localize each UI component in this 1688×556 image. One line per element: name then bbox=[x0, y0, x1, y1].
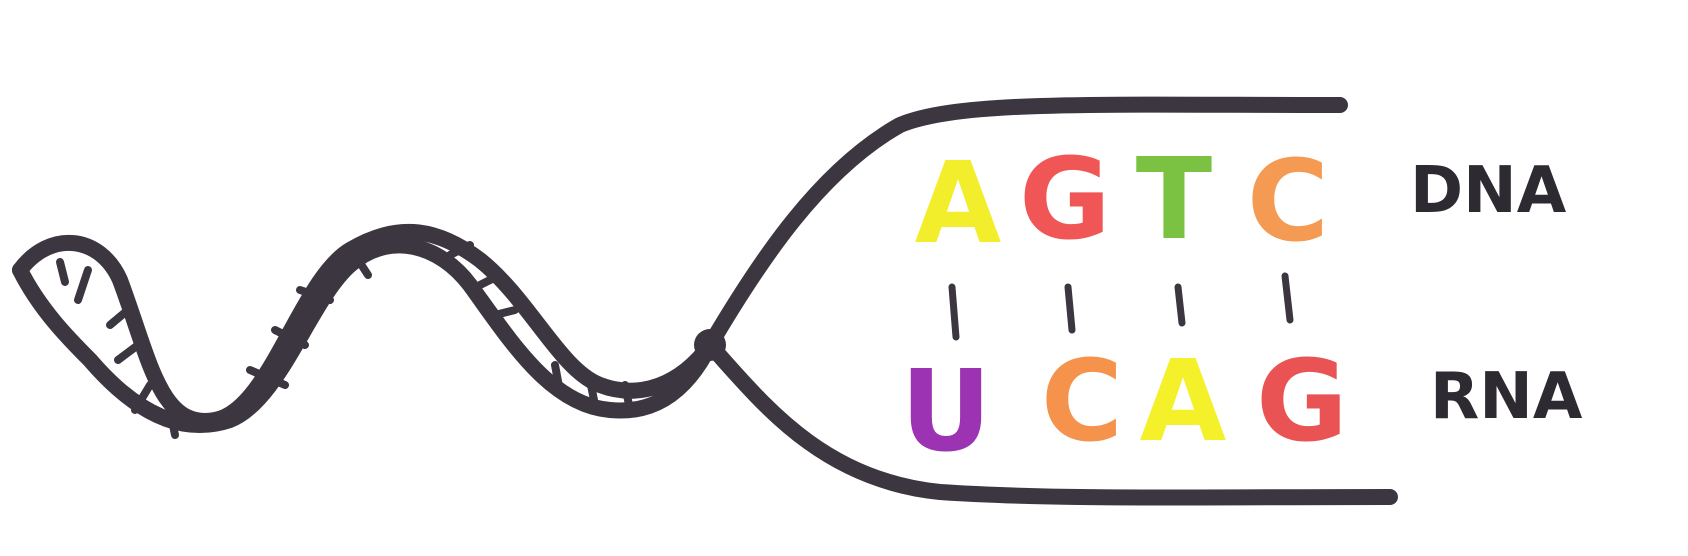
base-pair-line bbox=[948, 283, 960, 341]
dna-base: G bbox=[1019, 135, 1111, 265]
helix-rung bbox=[131, 381, 154, 414]
helix-rung bbox=[621, 381, 634, 414]
dna-base: A bbox=[915, 139, 1002, 269]
helix-rung bbox=[114, 341, 142, 364]
rna-base: C bbox=[1041, 337, 1123, 467]
rna-lower-strand bbox=[702, 337, 1398, 506]
rna-label: RNA bbox=[1430, 360, 1583, 434]
dna-bases: A G T C bbox=[915, 135, 1329, 269]
helix-rung bbox=[351, 251, 372, 279]
helix-rung bbox=[296, 286, 334, 304]
helix-rung bbox=[246, 366, 289, 389]
rna-base: G bbox=[1256, 337, 1348, 467]
helix-rung bbox=[74, 266, 92, 304]
helix-rung bbox=[106, 306, 132, 329]
helix-rung bbox=[271, 326, 309, 349]
base-pair-line bbox=[1281, 272, 1294, 324]
helix-rung bbox=[586, 376, 599, 409]
helix-rung bbox=[491, 306, 519, 319]
dna-upper-strand bbox=[702, 96, 1348, 353]
helix-rung bbox=[166, 406, 179, 439]
double-helix bbox=[12, 223, 726, 439]
rna-base: A bbox=[1140, 337, 1227, 467]
helix-rung bbox=[476, 271, 504, 289]
dna-base: C bbox=[1247, 137, 1329, 267]
helix-rung bbox=[56, 258, 69, 286]
helix-strand-back bbox=[12, 237, 718, 433]
helix-rung bbox=[551, 361, 564, 396]
base-pair-line bbox=[1064, 283, 1076, 334]
rna-base: U bbox=[901, 347, 992, 477]
base-pair-lines bbox=[948, 272, 1294, 341]
dna-label: DNA bbox=[1410, 154, 1567, 228]
helix-rung bbox=[446, 241, 474, 259]
rna-bases: U C A G bbox=[901, 337, 1348, 477]
dna-base: T bbox=[1136, 135, 1212, 265]
base-pair-line bbox=[1174, 283, 1186, 327]
